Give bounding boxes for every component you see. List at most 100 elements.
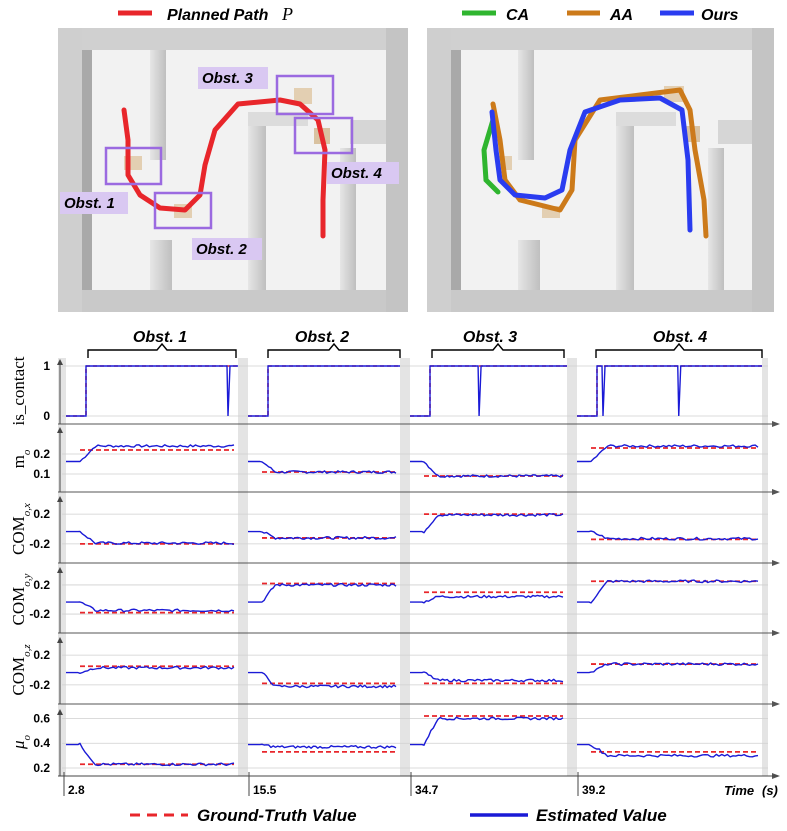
ours-trajectory	[489, 95, 693, 233]
estimated-line	[410, 671, 564, 683]
obstacle-block	[294, 88, 312, 104]
y-axis-arrow	[57, 496, 63, 502]
segment-start-time-4: 39.2	[582, 783, 606, 797]
y-tick-label: 0.4	[33, 736, 50, 750]
ca-trajectory	[481, 117, 501, 195]
estimated-line	[248, 365, 400, 417]
estimated-line	[66, 530, 235, 545]
estimated-line	[66, 444, 235, 463]
obst-3-label-bg	[198, 67, 268, 89]
y-axis-label-mu_o: μo	[9, 734, 33, 750]
maze-wall	[427, 28, 451, 312]
maze-wall	[718, 120, 752, 144]
ground-truth-line	[66, 365, 238, 417]
y-axis-label-COM_o_y: COMo,y	[9, 573, 33, 625]
segment-header-2: Obst. 2	[295, 329, 349, 346]
maze-wall	[427, 290, 774, 312]
obst-3-label: Obst. 3	[202, 70, 254, 87]
x-axis-arrow	[772, 630, 780, 636]
obst-4-label: Obst. 4	[331, 165, 383, 182]
planned-path-legend-label: Planned Path	[167, 7, 269, 24]
estimated-line	[410, 365, 567, 417]
segment-headers: Obst. 1 Obst. 2 Obst. 3 Obst. 4	[87, 329, 763, 358]
legend-aa-label: AA	[609, 7, 633, 24]
obst-4-label-bg	[327, 162, 399, 184]
y-tick-label: 0.2	[33, 648, 50, 662]
y-tick-label: -0.2	[29, 607, 50, 621]
y-tick-label: -0.2	[29, 537, 50, 551]
estimated-line	[248, 743, 397, 749]
time-axis-label: Time	[724, 783, 754, 798]
segment-gap-4	[762, 358, 768, 776]
maze-wall	[58, 28, 408, 50]
obst-1-label: Obst. 1	[64, 195, 115, 212]
maze-comparison	[427, 28, 774, 312]
maze-wall	[708, 148, 724, 290]
segment-brace-1	[87, 342, 237, 358]
x-axis-arrow	[772, 701, 780, 707]
estimated-line	[577, 444, 759, 463]
legend-ca-label: CA	[506, 7, 529, 24]
obst-4-highlight-box	[293, 116, 354, 155]
obst-2-highlight-box	[153, 191, 213, 230]
maze-wall	[616, 112, 676, 126]
estimated-line	[410, 716, 564, 746]
segment-gap-3	[567, 358, 577, 776]
maze-wall	[58, 28, 82, 312]
y-tick-label: -0.2	[29, 678, 50, 692]
segment-gap-0	[58, 358, 66, 776]
segment-header-3: Obst. 3	[463, 329, 517, 346]
estimated-line	[577, 743, 759, 758]
y-axis-label-m_o: mo	[9, 449, 33, 468]
estimated-line	[66, 665, 235, 674]
y-tick-label: 0.2	[33, 447, 50, 461]
obst-1-highlight-box	[104, 146, 163, 186]
estimated-line	[577, 365, 762, 417]
maze-wall	[616, 118, 634, 290]
aa-trajectory	[490, 87, 709, 239]
maze-wall	[150, 240, 172, 290]
y-tick-label: 0.2	[33, 507, 50, 521]
y-tick-label: 0.1	[33, 467, 50, 481]
bottom-legend: Ground-Truth Value Estimated Value	[130, 806, 667, 825]
estimated-legend-label: Estimated Value	[536, 806, 667, 825]
y-axis-label-COM_o_z: COMo,z	[9, 644, 33, 696]
y-tick-label: 1	[43, 359, 50, 373]
y-axis-label-is_contact: is_contact	[9, 356, 28, 425]
y-axis-label-COM_o_x: COMo,x	[9, 503, 33, 555]
legend-ours-label: Ours	[701, 7, 738, 24]
maze-wall-shadow	[82, 50, 92, 290]
obst-2-label-bg	[192, 238, 262, 260]
y-axis-arrow	[57, 567, 63, 573]
time-series-panels: 10is_contact0.20.1mo0.2-0.2COMo,x0.2-0.2…	[9, 356, 780, 779]
segment-header-4: Obst. 4	[653, 329, 707, 346]
segment-brace-2	[267, 342, 401, 358]
segment-start-time-2: 15.5	[253, 783, 277, 797]
estimated-line	[410, 513, 564, 534]
ground-truth-line	[248, 365, 400, 417]
planned-path-symbol: P	[281, 4, 293, 24]
estimated-line	[66, 601, 235, 613]
maze-wall	[58, 290, 408, 312]
maze-wall	[350, 120, 386, 144]
y-axis-arrow	[57, 709, 63, 715]
obst-1-label-bg	[60, 192, 128, 214]
estimated-line	[410, 594, 564, 604]
y-tick-label: 0	[43, 409, 50, 423]
segment-gap-1	[238, 358, 248, 776]
estimated-line	[577, 530, 759, 541]
time-axis-unit: (s)	[762, 783, 778, 798]
segment-header-1: Obst. 1	[133, 329, 187, 346]
x-axis-arrow	[772, 489, 780, 495]
maze-wall	[752, 28, 774, 312]
y-tick-label: 0.6	[33, 711, 50, 725]
maze-wall	[248, 112, 308, 126]
estimated-line	[248, 583, 397, 603]
estimated-line	[248, 460, 397, 474]
y-tick-label: 0.2	[33, 761, 50, 775]
estimated-line	[248, 671, 397, 689]
estimated-line	[66, 365, 238, 417]
time-axis: 2.8 15.5 34.7 39.2 Time (s)	[58, 772, 778, 798]
y-axis-arrow	[57, 427, 63, 433]
